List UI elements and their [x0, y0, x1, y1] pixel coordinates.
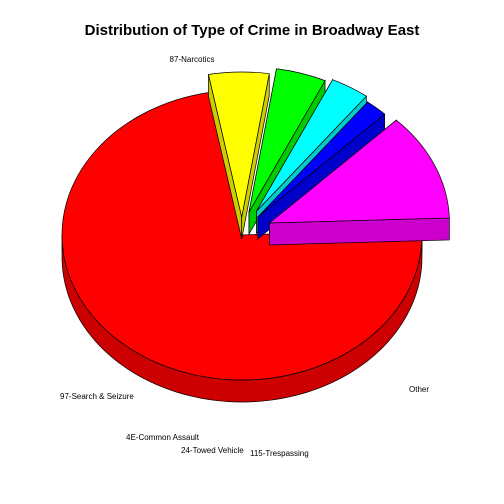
pie-slice-6 [268, 119, 450, 246]
pie-slice-top-4 [256, 79, 367, 212]
slice-label-5: 115-Trespassing [250, 449, 309, 458]
pie-slice-top-5 [257, 101, 386, 218]
slice-label-4: 24-Towed Vehicle [181, 446, 244, 455]
chart-title: Distribution of Type of Crime in Broadwa… [85, 22, 420, 39]
slice-label-6: Other [409, 385, 429, 394]
pie-slice-top-3 [248, 68, 326, 213]
pie-slice-top-6 [268, 119, 450, 224]
slice-label-2: 97-Search & Seizure [60, 392, 134, 401]
pie-slice-2 [208, 71, 270, 240]
pie-slice-top-2 [208, 71, 270, 218]
slice-label-1: 87-Narcotics [170, 55, 215, 64]
slice-label-3: 4E-Common Assault [126, 433, 200, 442]
